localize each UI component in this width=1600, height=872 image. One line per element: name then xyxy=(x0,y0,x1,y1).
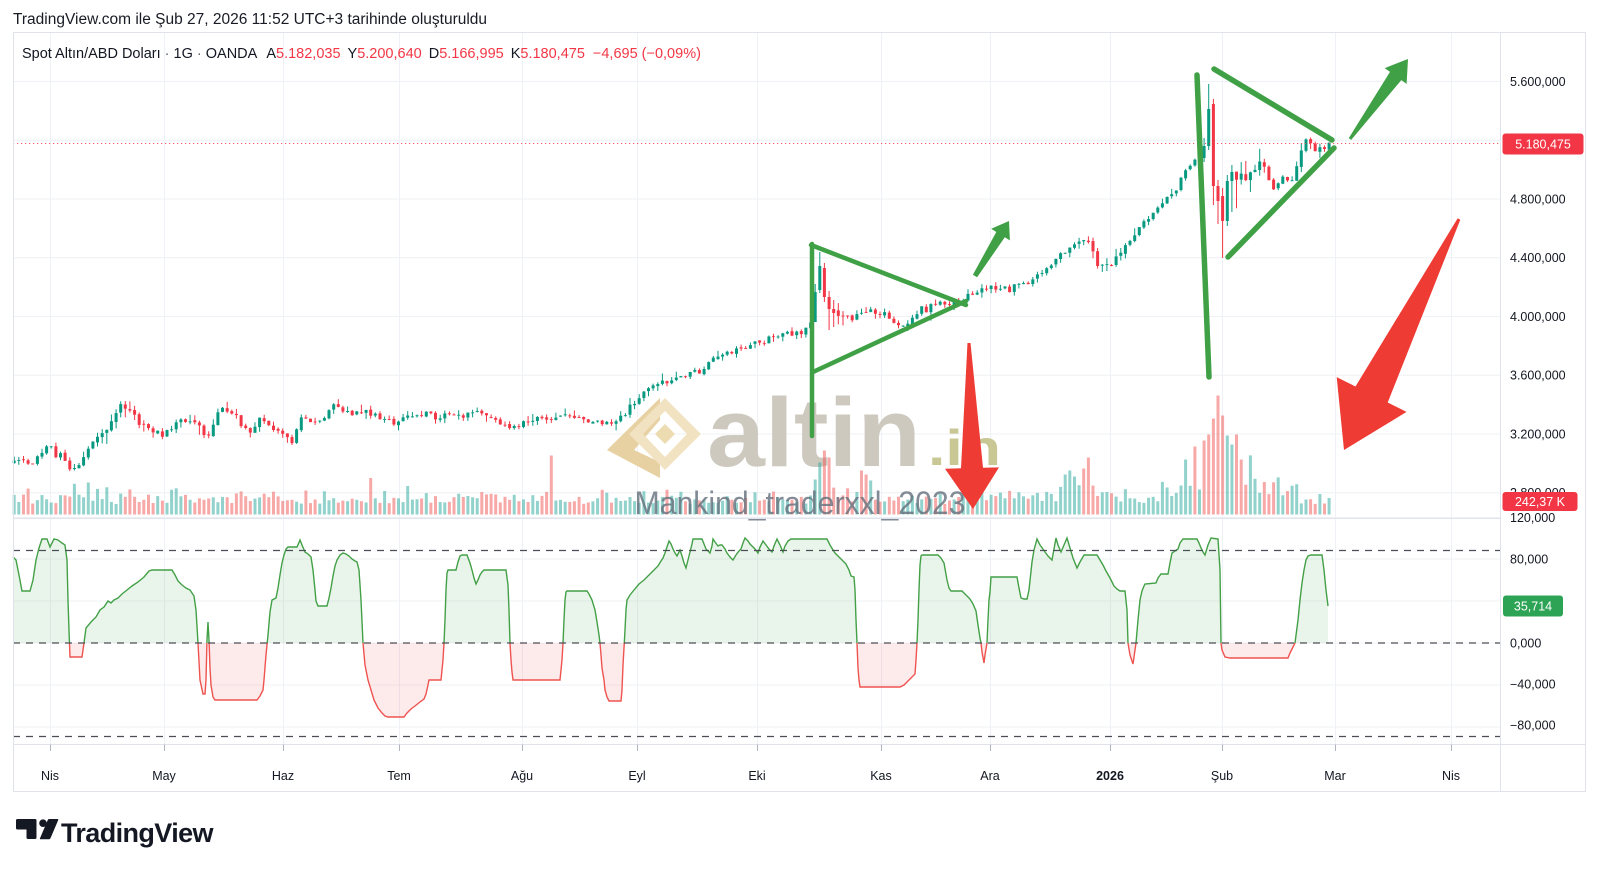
svg-text:4.000,000: 4.000,000 xyxy=(1510,310,1566,324)
svg-text:2026: 2026 xyxy=(1096,769,1124,783)
svg-text:Ağu: Ağu xyxy=(511,769,533,783)
svg-text:120,000: 120,000 xyxy=(1510,511,1555,525)
svg-text:Spot Altın/ABD Doları · 1G · O: Spot Altın/ABD Doları · 1G · OANDA A5.182… xyxy=(22,46,701,62)
svg-text:TradingView: TradingView xyxy=(61,818,215,848)
svg-text:5.180,475: 5.180,475 xyxy=(1515,137,1571,151)
svg-text:−40,000: −40,000 xyxy=(1510,677,1556,691)
svg-text:5.600,000: 5.600,000 xyxy=(1510,75,1566,89)
svg-text:Eyl: Eyl xyxy=(628,769,645,783)
svg-text:Eki: Eki xyxy=(748,769,765,783)
svg-text:May: May xyxy=(152,769,176,783)
svg-text:Nis: Nis xyxy=(1442,769,1460,783)
svg-text:3.200,000: 3.200,000 xyxy=(1510,427,1566,441)
svg-text:TradingView.com ile Şub 27, 20: TradingView.com ile Şub 27, 2026 11:52 U… xyxy=(13,11,487,28)
svg-text:Tem: Tem xyxy=(387,769,411,783)
svg-text:4.800,000: 4.800,000 xyxy=(1510,192,1566,206)
svg-text:Nis: Nis xyxy=(41,769,59,783)
svg-text:3.600,000: 3.600,000 xyxy=(1510,369,1566,383)
svg-text:Haz: Haz xyxy=(272,769,294,783)
svg-text:4.400,000: 4.400,000 xyxy=(1510,251,1566,265)
svg-text:242,37 K: 242,37 K xyxy=(1515,495,1566,509)
svg-text:Mar: Mar xyxy=(1324,769,1346,783)
svg-text:−80,000: −80,000 xyxy=(1510,718,1556,732)
svg-text:80,000: 80,000 xyxy=(1510,552,1548,566)
svg-text:35,714: 35,714 xyxy=(1514,599,1552,613)
svg-text:Kas: Kas xyxy=(870,769,892,783)
svg-text:0,000: 0,000 xyxy=(1510,636,1541,650)
svg-text:Mankind_traderxxl_2023: Mankind_traderxxl_2023 xyxy=(635,485,966,521)
svg-text:Şub: Şub xyxy=(1211,769,1233,783)
svg-text:Ara: Ara xyxy=(980,769,1000,783)
